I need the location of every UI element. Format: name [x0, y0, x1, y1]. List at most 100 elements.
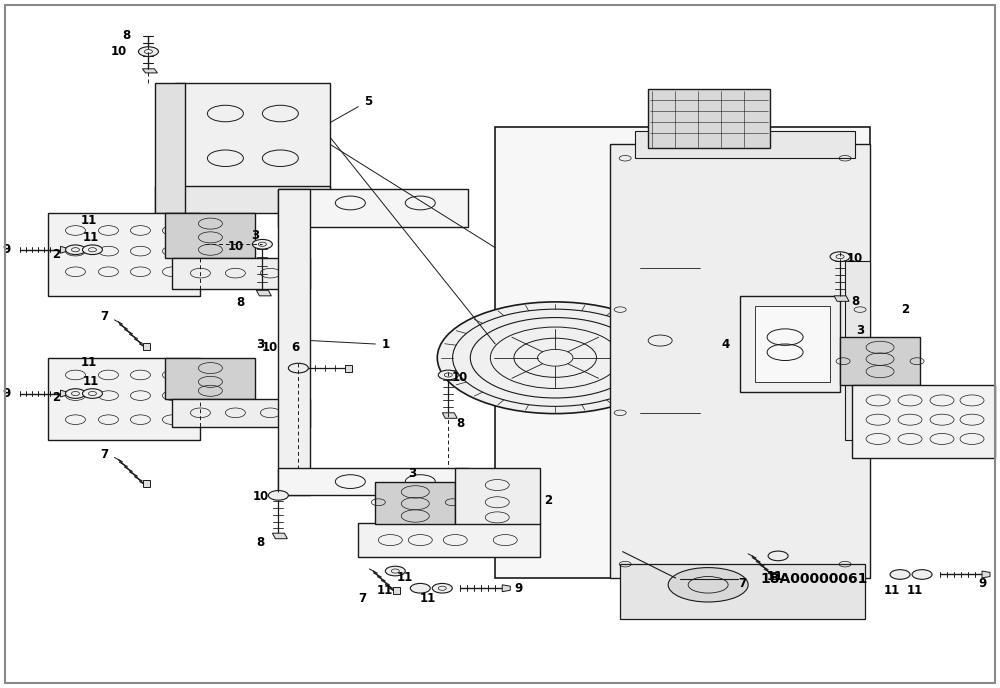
Polygon shape [375, 482, 455, 524]
Text: 7: 7 [100, 448, 108, 460]
Polygon shape [840, 337, 920, 385]
Polygon shape [442, 413, 457, 418]
Polygon shape [278, 189, 468, 227]
Text: 11: 11 [884, 584, 900, 596]
Text: 3: 3 [856, 324, 864, 336]
Text: 6: 6 [291, 341, 299, 354]
Text: 11: 11 [80, 356, 97, 369]
Bar [648, 89, 770, 148]
Text: 4: 4 [722, 338, 730, 350]
Text: 11: 11 [377, 584, 393, 596]
Ellipse shape [437, 302, 673, 413]
Ellipse shape [890, 570, 910, 579]
Polygon shape [278, 468, 468, 495]
Ellipse shape [668, 568, 748, 602]
Text: 7: 7 [358, 592, 366, 605]
Text: 11: 11 [82, 231, 99, 244]
Polygon shape [358, 523, 540, 557]
Text: 10: 10 [847, 252, 863, 264]
Polygon shape [60, 390, 67, 397]
Ellipse shape [432, 583, 452, 593]
Polygon shape [755, 306, 830, 382]
Polygon shape [502, 585, 510, 592]
Polygon shape [982, 571, 990, 578]
Bar [610, 144, 870, 578]
Text: 2: 2 [52, 248, 60, 261]
Polygon shape [175, 83, 330, 200]
Ellipse shape [138, 47, 158, 56]
Text: 11: 11 [907, 584, 923, 596]
Polygon shape [165, 213, 255, 258]
Bar [635, 578, 855, 599]
Polygon shape [740, 296, 840, 392]
Text: 10: 10 [262, 341, 278, 354]
Polygon shape [772, 572, 779, 579]
Text: 18A00000061: 18A00000061 [760, 572, 867, 586]
Polygon shape [345, 365, 352, 372]
Polygon shape [143, 480, 150, 487]
Text: 11: 11 [82, 376, 99, 388]
Text: 9: 9 [514, 582, 522, 594]
Polygon shape [834, 296, 849, 301]
Polygon shape [165, 358, 255, 399]
Text: 8: 8 [236, 297, 244, 309]
Text: 11: 11 [80, 214, 97, 226]
Text: 3: 3 [256, 338, 264, 350]
Text: 2: 2 [544, 495, 552, 507]
Text: 7: 7 [738, 577, 746, 590]
Text: 10: 10 [228, 240, 244, 252]
Polygon shape [142, 69, 157, 73]
Polygon shape [852, 385, 995, 458]
Text: 3: 3 [251, 229, 259, 241]
Ellipse shape [82, 389, 102, 398]
Polygon shape [48, 358, 200, 440]
Text: 9: 9 [2, 244, 10, 256]
Text: 11: 11 [397, 572, 413, 584]
Polygon shape [256, 290, 271, 296]
Text: 5: 5 [364, 96, 372, 108]
Bar [845, 261, 870, 440]
Text: 8: 8 [851, 295, 859, 308]
Ellipse shape [268, 491, 288, 500]
Ellipse shape [288, 363, 308, 373]
Polygon shape [172, 399, 310, 427]
Ellipse shape [385, 566, 405, 576]
Text: 8: 8 [256, 536, 264, 548]
Ellipse shape [912, 570, 932, 579]
Polygon shape [420, 495, 468, 519]
Text: 10: 10 [452, 371, 468, 383]
Polygon shape [60, 246, 67, 253]
Polygon shape [278, 189, 310, 495]
Ellipse shape [252, 239, 272, 249]
Text: 7: 7 [100, 310, 108, 323]
Ellipse shape [410, 583, 430, 593]
Ellipse shape [768, 551, 788, 561]
Text: 9: 9 [978, 577, 986, 590]
Ellipse shape [65, 389, 85, 398]
Polygon shape [495, 127, 870, 578]
Polygon shape [393, 587, 400, 594]
Text: 10: 10 [111, 45, 127, 58]
Ellipse shape [438, 370, 458, 380]
Polygon shape [272, 533, 287, 539]
Bar [635, 131, 855, 158]
Text: 2: 2 [901, 303, 909, 316]
Polygon shape [155, 186, 330, 213]
Text: 1: 1 [381, 338, 389, 350]
Bar [620, 564, 865, 619]
Text: 11: 11 [420, 592, 436, 605]
Polygon shape [143, 343, 150, 350]
Ellipse shape [82, 245, 102, 255]
Ellipse shape [830, 252, 850, 261]
Text: 8: 8 [456, 417, 464, 429]
Text: 10: 10 [252, 491, 268, 503]
Text: 11: 11 [767, 570, 783, 583]
Text: 2: 2 [52, 391, 60, 404]
Polygon shape [48, 213, 200, 296]
Ellipse shape [65, 245, 85, 255]
Text: 8: 8 [122, 30, 130, 42]
Polygon shape [455, 468, 540, 524]
Polygon shape [155, 83, 185, 213]
Polygon shape [172, 258, 310, 289]
Text: 3: 3 [408, 467, 416, 480]
